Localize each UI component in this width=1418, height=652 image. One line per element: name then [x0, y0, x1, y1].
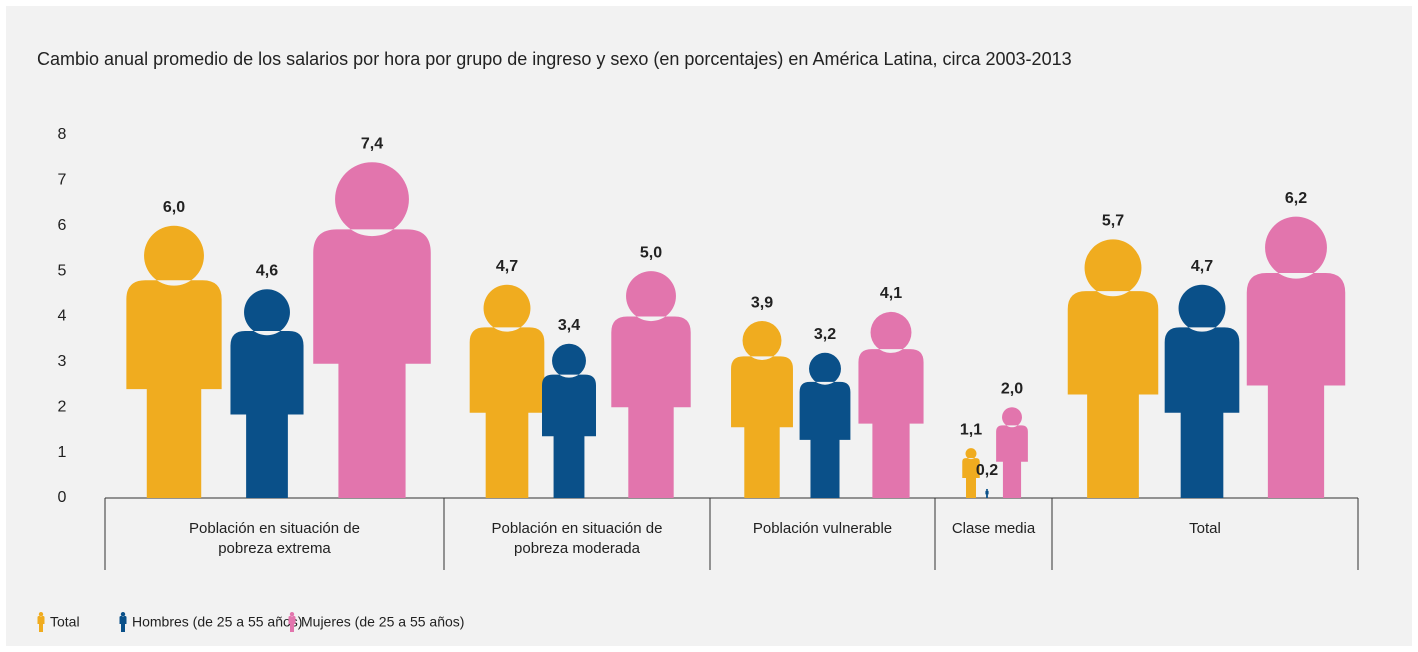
person-bar — [126, 225, 222, 498]
value-label: 0,2 — [976, 462, 998, 479]
value-label: 4,6 — [256, 262, 278, 279]
x-tick-label: Población en situación de pobreza extrem… — [189, 520, 360, 557]
chart-title: Cambio anual promedio de los salarios po… — [37, 49, 1072, 69]
person-bar — [469, 284, 545, 498]
x-tick-label: Población vulnerable — [752, 520, 893, 537]
x-tick-label: Población en situación de pobreza modera… — [491, 520, 663, 557]
value-label: 1,1 — [960, 421, 982, 438]
legend-label: Mujeres (de 25 a 55 años) — [301, 614, 464, 630]
y-tick-label: 4 — [58, 308, 67, 325]
panel — [6, 6, 1412, 646]
y-tick-label: 6 — [58, 217, 67, 234]
x-tick-label: Total — [1189, 520, 1221, 537]
y-tick-label: 7 — [58, 172, 67, 189]
person-bar — [230, 289, 304, 498]
person-bar — [858, 311, 924, 498]
value-label: 4,7 — [1191, 258, 1213, 275]
person-bar — [996, 407, 1028, 498]
value-label: 5,7 — [1102, 213, 1124, 230]
value-label: 6,2 — [1285, 190, 1307, 207]
legend-label: Hombres (de 25 a 55 años) — [132, 614, 302, 630]
x-tick-label: Clase media — [951, 520, 1036, 537]
value-label: 3,9 — [751, 294, 773, 311]
legend-icon — [37, 612, 45, 632]
y-tick-label: 2 — [58, 398, 67, 415]
person-bar — [1067, 239, 1159, 498]
y-tick-label: 0 — [58, 489, 67, 506]
person-bar — [1246, 216, 1346, 498]
legend-icon — [288, 612, 296, 632]
person-bar — [731, 321, 793, 498]
value-label: 2,0 — [1001, 380, 1023, 397]
person-bar — [542, 343, 596, 498]
person-bar — [313, 162, 431, 499]
person-bar — [1164, 284, 1240, 498]
person-bar — [611, 271, 691, 498]
value-label: 6,0 — [163, 199, 185, 216]
value-label: 4,1 — [880, 285, 902, 302]
y-tick-label: 8 — [58, 126, 67, 143]
value-label: 4,7 — [496, 258, 518, 275]
legend-icon — [119, 612, 127, 632]
value-label: 3,4 — [558, 317, 580, 334]
value-label: 3,2 — [814, 326, 836, 343]
person-bar — [962, 448, 980, 498]
person-bar — [985, 488, 989, 498]
value-label: 5,0 — [640, 244, 662, 261]
person-bar — [799, 352, 851, 498]
y-tick-label: 5 — [58, 262, 67, 279]
y-tick-label: 1 — [58, 444, 67, 461]
value-label: 7,4 — [361, 135, 383, 152]
y-tick-label: 3 — [58, 353, 67, 370]
legend-label: Total — [50, 614, 80, 630]
